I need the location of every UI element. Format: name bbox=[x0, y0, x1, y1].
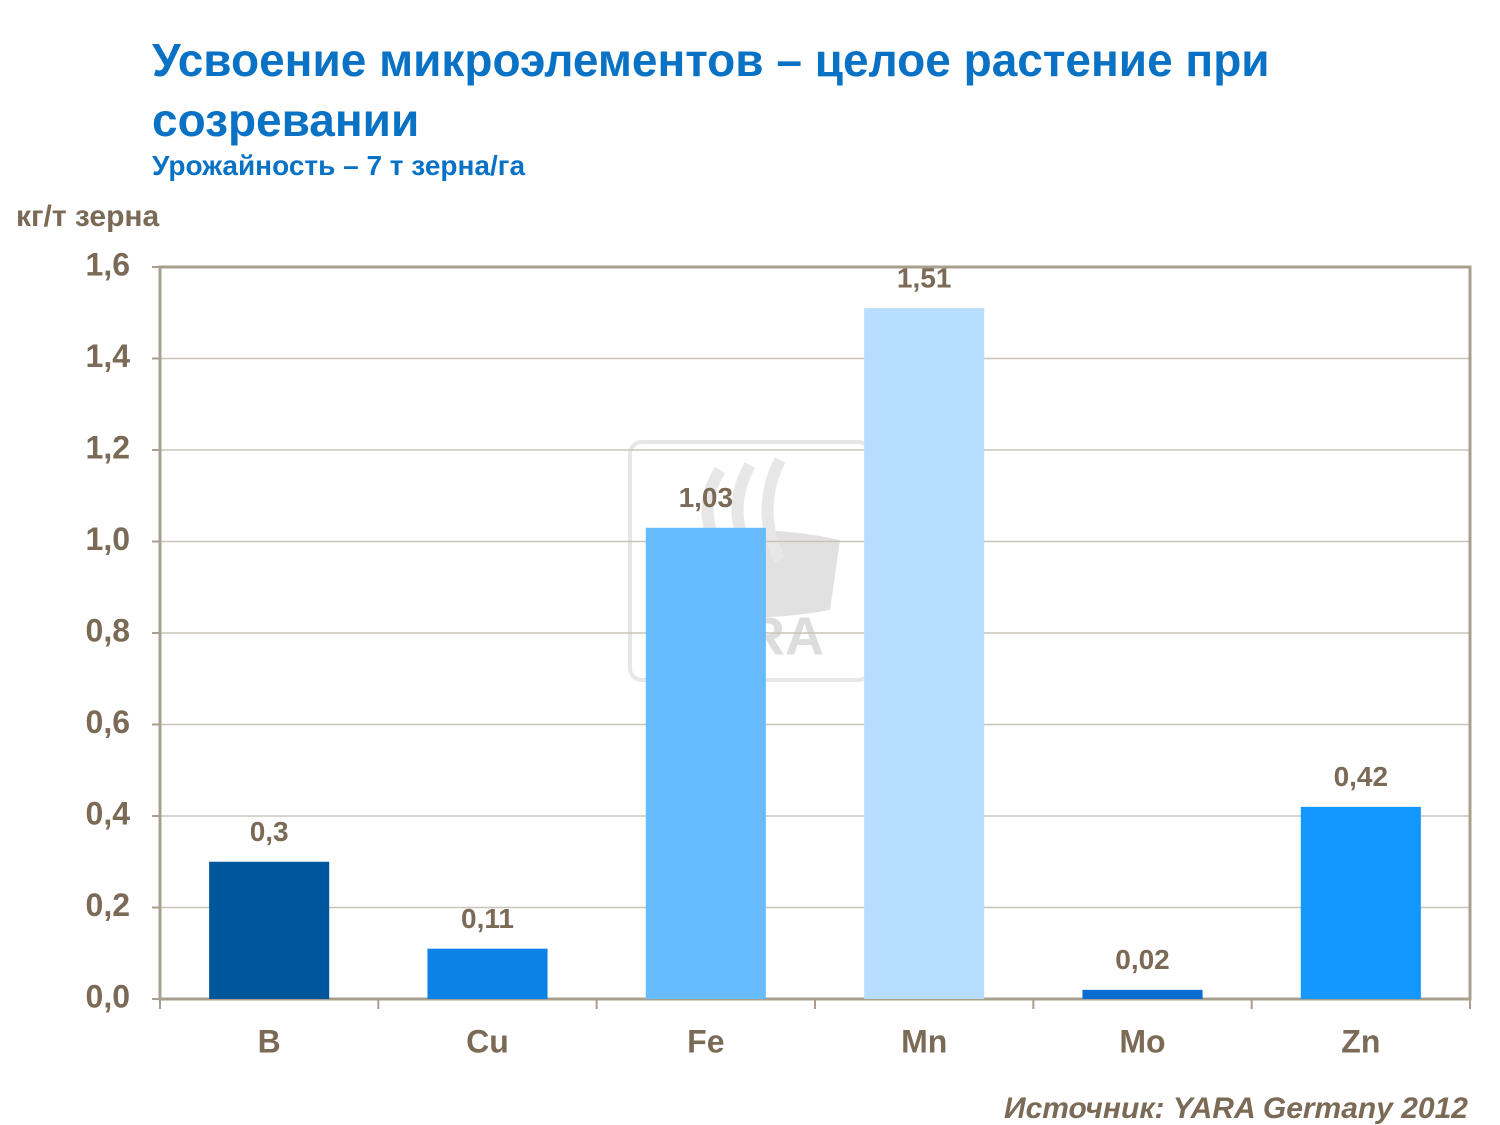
y-tick-label: 1,6 bbox=[86, 246, 130, 282]
bar bbox=[209, 861, 330, 999]
bar bbox=[645, 527, 766, 999]
x-tick-label: Mn bbox=[901, 1023, 947, 1059]
bar bbox=[1082, 989, 1203, 999]
x-tick-label: B bbox=[258, 1023, 281, 1059]
y-tick-label: 0,4 bbox=[86, 795, 131, 831]
y-tick-label: 0,0 bbox=[86, 978, 130, 1014]
y-tick-label: 1,4 bbox=[86, 338, 131, 374]
data-label: 0,3 bbox=[250, 816, 289, 847]
x-tick-label: Zn bbox=[1341, 1023, 1380, 1059]
x-tick-label: Fe bbox=[687, 1023, 724, 1059]
y-tick-label: 0,8 bbox=[86, 612, 130, 648]
y-tick-label: 0,6 bbox=[86, 704, 130, 740]
data-label: 1,03 bbox=[679, 482, 734, 513]
bar bbox=[427, 948, 548, 999]
chart-title: Усвоение микроэлементов – целое растение… bbox=[152, 34, 1270, 146]
data-label: 1,51 bbox=[897, 263, 952, 294]
data-label: 0,02 bbox=[1115, 944, 1170, 975]
y-tick-label: 0,2 bbox=[86, 887, 130, 923]
bar bbox=[864, 308, 985, 999]
chart-subtitle: Урожайность – 7 т зерна/га bbox=[152, 150, 526, 181]
x-tick-label: Mo bbox=[1119, 1023, 1165, 1059]
y-tick-label: 1,2 bbox=[86, 429, 130, 465]
bar bbox=[1300, 806, 1421, 999]
y-axis-label: кг/т зерна bbox=[16, 200, 160, 233]
data-label: 0,11 bbox=[461, 903, 514, 934]
x-tick-label: Cu bbox=[466, 1023, 509, 1059]
source-note: Источник: YARA Germany 2012 bbox=[1004, 1092, 1468, 1125]
y-tick-label: 1,0 bbox=[86, 521, 130, 557]
data-label: 0,42 bbox=[1334, 761, 1389, 792]
